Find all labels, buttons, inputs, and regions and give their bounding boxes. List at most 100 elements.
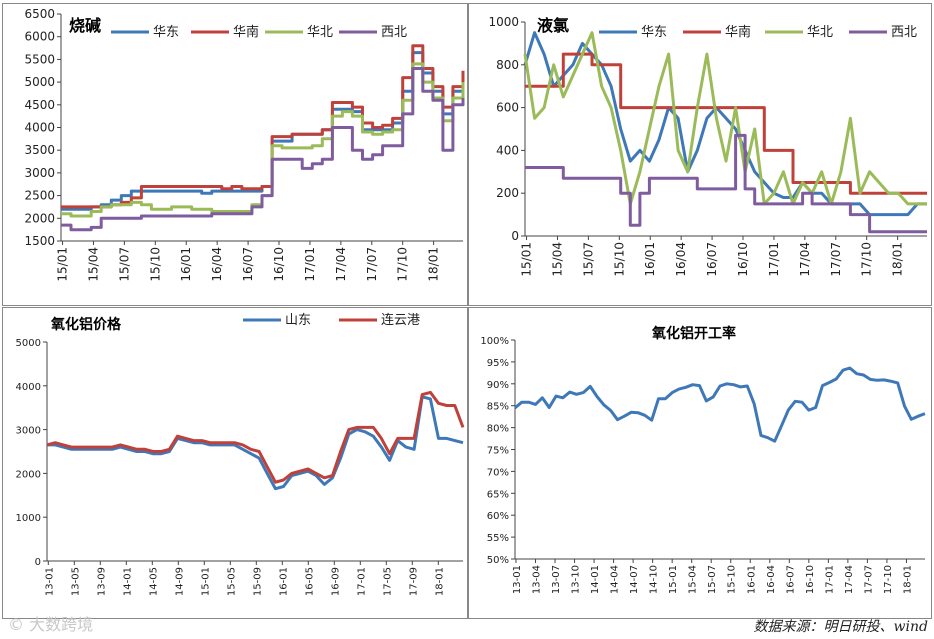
x-tick-label: 17/07	[365, 247, 379, 282]
x-tick-label: 16-01	[746, 565, 757, 594]
x-tick-label: 16-09	[330, 567, 341, 596]
x-tick-label: 15-07	[707, 565, 718, 594]
y-tick-label: 6500	[24, 7, 55, 21]
x-tick-label: 17/01	[767, 242, 781, 277]
x-tick-label: 15/01	[520, 242, 534, 277]
x-tick-label: 16-04	[766, 565, 777, 594]
x-tick-label: 13-10	[571, 565, 582, 594]
chart-panel-alumina-utilization: 50% 55% 60% 65% 70% 75% 80% 85% 90% 95% 100% 13-01 1…	[468, 307, 932, 619]
chart-caustic-soda: 1500 2000 2500 3000 3500 4000 4500 5000 5500 6000…	[24, 7, 465, 282]
x-tick-label: 15/04	[86, 247, 100, 282]
x-tick-label: 17/10	[860, 242, 874, 277]
y-tick-label: 4500	[24, 98, 55, 112]
x-tick-label: 16-07	[785, 565, 796, 594]
y-tick-label: 600	[496, 101, 519, 115]
x-tick-label: 16/07	[705, 242, 719, 277]
y-tick-label: 400	[496, 143, 519, 157]
logo-icon: ©	[8, 615, 24, 634]
y-tick-label: 4000	[16, 382, 41, 393]
watermark: © 大数跨境	[8, 611, 93, 635]
chart-title: 氧化铝开工率	[651, 325, 736, 342]
y-tick-label: 70%	[487, 467, 509, 478]
x-tick-label: 14-04	[610, 565, 621, 594]
y-tick-label: 95%	[487, 358, 509, 369]
x-tick-label: 13-01	[44, 567, 55, 596]
y-tick-label: 2000	[16, 469, 41, 480]
x-tick-label: 17-10	[883, 565, 894, 594]
chart-title: 烧碱	[69, 16, 101, 35]
chart-title: 氧化铝价格	[50, 316, 122, 333]
y-tick-label: 65%	[487, 489, 509, 500]
x-tick-label: 15-10	[727, 565, 738, 594]
x-tick-label: 17/04	[334, 247, 348, 282]
x-tick-label: 14-05	[148, 567, 159, 596]
y-tick-label: 85%	[487, 402, 509, 413]
watermark-text: 大数跨境	[29, 615, 94, 634]
x-tick-label: 14-01	[590, 565, 601, 594]
series-line-2	[525, 52, 927, 195]
x-tick-label: 16-10	[805, 565, 816, 594]
x-tick-label: 17/07	[829, 242, 843, 277]
x-tick-label: 15-01	[200, 567, 211, 596]
x-tick-label: 13-04	[532, 565, 543, 594]
y-tick-label: 0	[511, 229, 519, 243]
y-tick-label: 0	[35, 557, 41, 568]
chart-panel-liquid-chlorine: 0 200 400 600 800 1000 15/01 15/04 15/07 15/10 16/…	[468, 3, 932, 306]
x-tick-label: 14-07	[629, 565, 640, 594]
chart-alumina-utilization: 50% 55% 60% 65% 70% 75% 80% 85% 90% 95% 100% 13-01 1…	[480, 325, 926, 594]
y-tick-label: 55%	[487, 533, 509, 544]
x-tick-label: 18/01	[427, 247, 441, 282]
x-tick-label: 16/01	[643, 242, 657, 277]
y-tick-label: 1000	[16, 513, 41, 524]
x-tick-label: 17/10	[396, 247, 410, 282]
x-tick-label: 17-01	[824, 565, 835, 594]
x-tick-label: 15/10	[148, 247, 162, 282]
chart-liquid-chlorine: 0 200 400 600 800 1000 15/01 15/04 15/07 15/10 16/…	[488, 15, 927, 277]
y-tick-label: 80%	[487, 424, 509, 435]
y-tick-label: 60%	[487, 511, 509, 522]
x-tick-label: 16-01	[278, 567, 289, 596]
y-tick-label: 3000	[16, 426, 41, 437]
x-tick-label: 15/10	[612, 242, 626, 277]
y-tick-label: 2000	[24, 211, 55, 225]
series-line-1	[514, 366, 926, 443]
x-tick-label: 17/04	[798, 242, 812, 277]
y-tick-label: 75%	[487, 446, 509, 457]
x-tick-label: 14-10	[649, 565, 660, 594]
chart-title: 液氯	[537, 16, 569, 35]
y-tick-label: 5000	[16, 338, 41, 349]
x-tick-label: 18-01	[902, 565, 913, 594]
x-tick-label: 17-01	[356, 567, 367, 596]
y-tick-label: 1000	[488, 15, 519, 29]
x-tick-label: 15/07	[117, 247, 131, 282]
x-tick-label: 18-01	[434, 567, 445, 596]
y-tick-label: 3000	[24, 166, 55, 180]
y-tick-label: 4000	[24, 121, 55, 135]
y-tick-label: 5500	[24, 52, 55, 66]
y-tick-label: 3500	[24, 143, 55, 157]
x-tick-label: 15-05	[226, 567, 237, 596]
x-tick-label: 15-04	[688, 565, 699, 594]
x-tick-label: 16/07	[241, 247, 255, 282]
series-line-3	[523, 31, 927, 206]
x-tick-label: 13-05	[70, 567, 81, 596]
y-tick-label: 2500	[24, 189, 55, 203]
x-tick-label: 14-09	[174, 567, 185, 596]
x-tick-label: 17-04	[844, 565, 855, 594]
x-tick-label: 15-01	[668, 565, 679, 594]
chart-alumina-price: 0 1000 2000 3000 4000 5000 13-01 13-05 13-09 14-0…	[16, 312, 465, 596]
y-tick-label: 6000	[24, 30, 55, 44]
legend-label: 连云港	[381, 312, 420, 328]
y-tick-label: 800	[496, 58, 519, 72]
series-line-4	[61, 67, 465, 232]
x-tick-label: 16/04	[674, 242, 688, 277]
x-tick-label: 15/01	[56, 247, 70, 282]
legend-label: 华东	[641, 25, 667, 40]
series-line-4	[525, 133, 927, 234]
x-tick-label: 13-01	[512, 565, 523, 594]
chart-panel-caustic-soda: 1500 2000 2500 3000 3500 4000 4500 5000 5500 6000…	[2, 3, 468, 306]
x-tick-label: 15-09	[252, 567, 263, 596]
series-line-2	[46, 390, 465, 484]
x-tick-label: 13-09	[96, 567, 107, 596]
legend-label: 华南	[233, 24, 259, 40]
